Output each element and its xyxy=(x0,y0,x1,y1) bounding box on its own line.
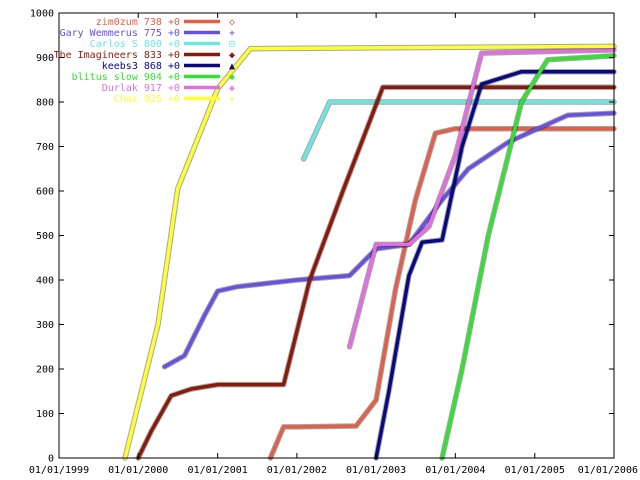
series-line-4 xyxy=(374,69,616,460)
legend-marker-icon: ◇ xyxy=(229,17,235,28)
legend-entry-label: zim0zum 738 +0 xyxy=(96,17,180,28)
y-tick-label: 500 xyxy=(36,231,54,242)
legend-marker-icon: ✱ xyxy=(229,72,235,83)
y-tick-label: 300 xyxy=(36,320,54,331)
series-line-0 xyxy=(268,126,616,460)
legend-entry-label: blitus slow 904 +0 xyxy=(72,72,180,83)
y-tick-label: 600 xyxy=(36,187,54,198)
legend-entry-label: keebs3 868 +0 xyxy=(102,61,180,72)
series-line-outline-6 xyxy=(346,47,617,350)
x-tick-label: 01/01/2001 xyxy=(188,465,248,476)
legend-entry-label: Durlak 917 +0 xyxy=(102,83,180,94)
y-tick-label: 0 xyxy=(48,454,54,465)
legend-entry-label: The Imagineers 833 +0 xyxy=(54,50,180,61)
legend-entry-label: Chaz 925 +0 xyxy=(114,94,180,105)
y-tick-label: 700 xyxy=(36,142,54,153)
legend-entry-label: Carlos S 800 +0 xyxy=(90,39,180,50)
axes-layer: 0 100 200 300 400 500 600 700 800 900 1000 01/01/19… xyxy=(29,9,638,477)
legend: zim0zum 738 +0 ◇ Gary Wemmerus 775 +0 + Carl… xyxy=(54,17,235,105)
x-tick-label: 01/01/2004 xyxy=(425,465,485,476)
series-line-3 xyxy=(136,85,616,460)
x-tick-label: 01/01/2006 xyxy=(578,465,638,476)
y-tick-label: 1000 xyxy=(30,9,54,20)
x-tick-label: 01/01/2005 xyxy=(505,465,565,476)
series-layer xyxy=(122,43,617,461)
series-line-6 xyxy=(347,48,616,349)
legend-marker-icon: ✦ xyxy=(229,94,235,105)
x-tick-label: 01/01/1999 xyxy=(29,465,89,476)
y-tick-label: 400 xyxy=(36,276,54,287)
x-tick-label: 01/01/2002 xyxy=(267,465,327,476)
legend-marker-icon: ▲ xyxy=(229,61,235,72)
y-tick-label: 100 xyxy=(36,409,54,420)
legend-marker-icon: ◆ xyxy=(229,50,235,61)
legend-marker-icon: ⊡ xyxy=(229,39,235,50)
legend-entry-label: Gary Wemmerus 775 +0 xyxy=(60,28,180,39)
y-tick-label: 200 xyxy=(36,365,54,376)
series-line-5 xyxy=(440,53,616,460)
y-tick-label: 800 xyxy=(36,98,54,109)
series-line-7 xyxy=(123,44,616,460)
series-line-1 xyxy=(162,111,616,369)
y-tick-label: 900 xyxy=(36,53,54,64)
legend-marker-icon: ◈ xyxy=(229,83,235,94)
series-line-2 xyxy=(301,100,616,161)
series-line-outline-0 xyxy=(267,125,617,461)
legend-marker-icon: + xyxy=(229,28,235,39)
x-tick-label: 01/01/2003 xyxy=(346,465,406,476)
x-tick-label: 01/01/2000 xyxy=(108,465,168,476)
